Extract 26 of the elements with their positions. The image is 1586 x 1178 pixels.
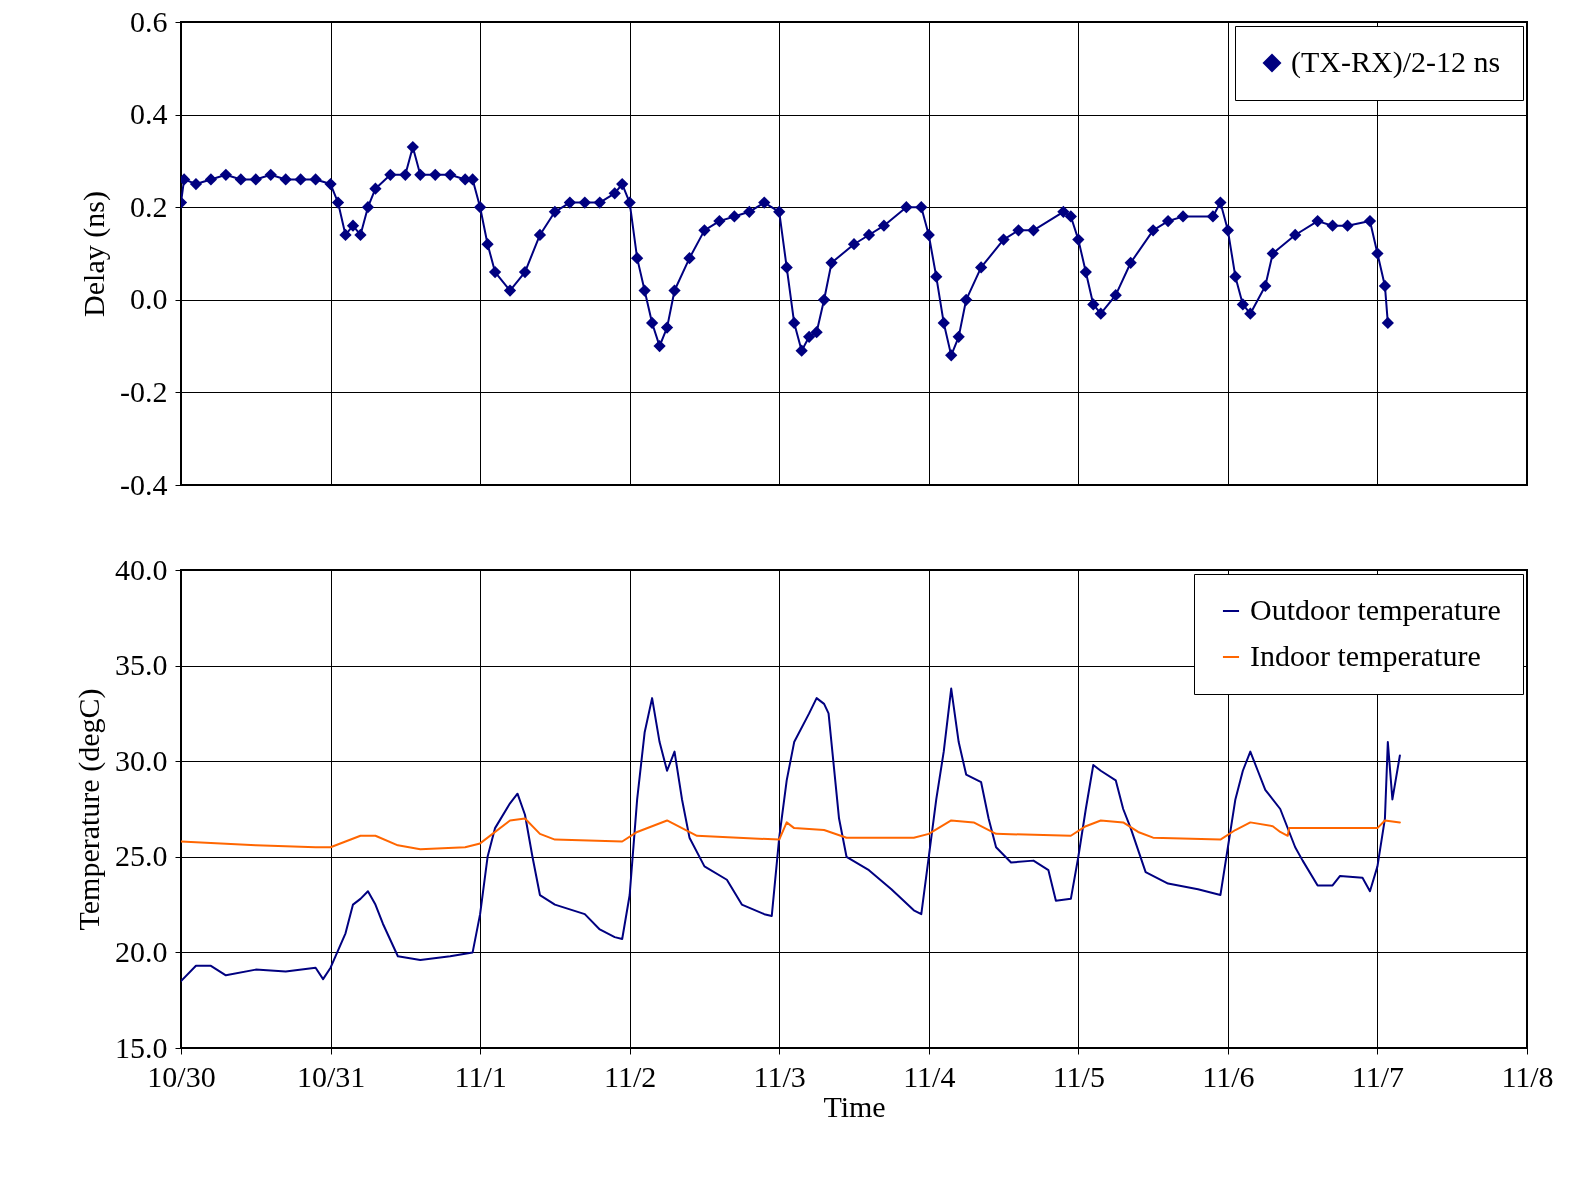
y-axis-title: Delay (ns) [77,191,112,317]
legend-label: Indoor temperature [1250,639,1481,672]
x-tick-label: 11/6 [1202,1059,1255,1093]
x-tick-label: 11/5 [1052,1059,1105,1093]
x-tick-label: 11/2 [604,1059,657,1093]
x-tick-label: 11/8 [1501,1059,1554,1093]
y-tick-label: 25.0 [115,839,168,873]
x-axis-title: Time [823,1089,886,1123]
x-tick-label: 11/3 [753,1059,806,1093]
y-tick-label: 0.2 [130,189,168,223]
legend-label: (TX-RX)/2-12 ns [1291,45,1501,79]
legend-label: Outdoor temperature [1250,593,1501,626]
y-tick-label: 20.0 [115,934,168,968]
y-tick-label: -0.4 [120,467,168,501]
y-tick-label: 0.0 [130,282,168,316]
y-tick-label: 35.0 [115,648,168,682]
y-tick-label: -0.2 [120,374,168,408]
x-tick-label: 11/7 [1351,1059,1405,1093]
y-tick-label: 0.4 [130,97,168,131]
x-tick-label: 11/4 [903,1059,956,1093]
y-tick-label: 40.0 [115,552,168,586]
x-tick-label: 11/1 [454,1059,507,1093]
x-tick-label: 10/31 [296,1059,366,1093]
y-tick-label: 0.6 [130,4,168,38]
y-tick-label: 30.0 [115,743,168,777]
y-axis-title: Temperature (degC) [72,688,106,931]
